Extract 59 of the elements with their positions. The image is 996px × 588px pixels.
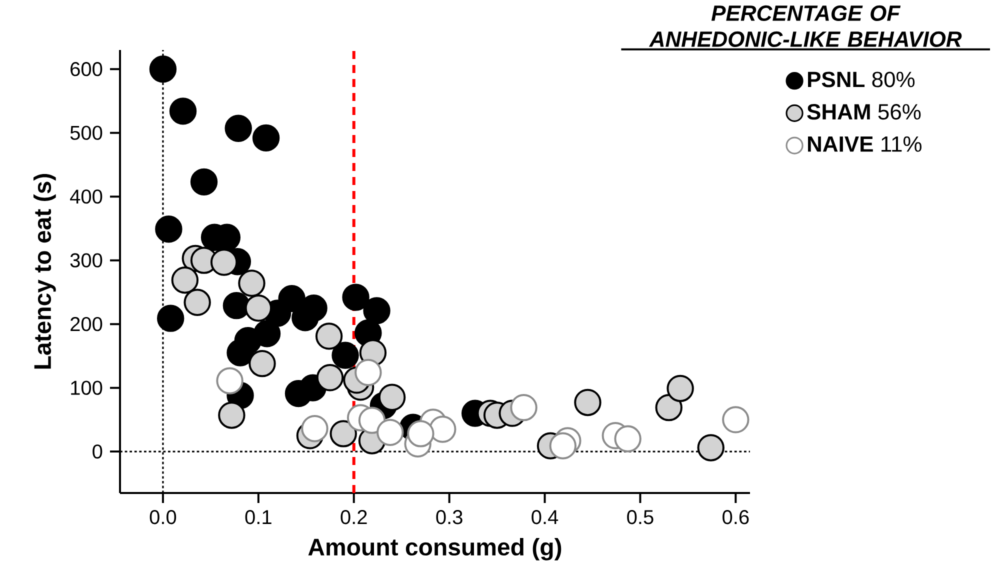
point [378, 384, 406, 411]
point [666, 374, 694, 402]
point [332, 342, 359, 369]
point [376, 418, 404, 446]
point [278, 284, 306, 312]
point [224, 114, 252, 142]
point [171, 266, 199, 294]
point [210, 248, 238, 276]
point [190, 168, 218, 196]
y-tick-label: 300 [70, 253, 102, 268]
point [149, 56, 177, 83]
point [155, 215, 182, 243]
point [226, 339, 254, 366]
point [722, 406, 750, 434]
point [244, 294, 272, 322]
point [358, 406, 386, 434]
point [238, 270, 266, 297]
point [252, 124, 280, 152]
y-tick-label: 600 [70, 62, 102, 76]
x-axis-title: Amount consumed (g) [308, 538, 562, 560]
point [218, 402, 246, 429]
point [184, 288, 211, 316]
y-tick-label: 400 [70, 190, 102, 204]
y-tick-label: 0 [92, 444, 102, 459]
point [354, 358, 382, 386]
point [655, 394, 682, 422]
point [316, 364, 344, 392]
point [222, 292, 250, 320]
legend-title: PERCENTAGE OF ANHEDONIC-LIKE BEHAVIOR [648, 5, 962, 47]
point [216, 367, 244, 394]
x-tick-label: 0.2 [340, 510, 367, 524]
point [342, 284, 370, 311]
point [156, 304, 184, 332]
y-tick-label: 500 [70, 126, 102, 140]
point [614, 425, 642, 452]
point [407, 420, 434, 448]
point [169, 98, 197, 125]
point [301, 415, 328, 442]
point [363, 297, 390, 324]
y-tick-label: 200 [70, 316, 102, 332]
point [549, 432, 577, 460]
x-tick-label: 0.3 [436, 510, 462, 524]
y-axis-title: Latency to eat (s) [33, 174, 56, 369]
legend-label: SHAM 56% [807, 104, 921, 120]
point [574, 388, 602, 416]
y-tick-label: 100 [71, 380, 102, 395]
point [510, 394, 538, 422]
x-tick-label: 0.1 [245, 510, 272, 524]
legend-label: NAIVE 11% [808, 136, 922, 152]
x-tick-label: 0.6 [722, 510, 749, 524]
point [697, 434, 724, 462]
x-tick-label: 0.0 [150, 510, 176, 524]
point [315, 322, 343, 350]
legend-label: PSNL 80% [808, 72, 915, 88]
x-tick-label: 0.5 [627, 510, 654, 524]
point [330, 420, 357, 448]
point [429, 416, 456, 443]
x-tick-label: 0.4 [532, 510, 558, 524]
point [248, 350, 276, 378]
